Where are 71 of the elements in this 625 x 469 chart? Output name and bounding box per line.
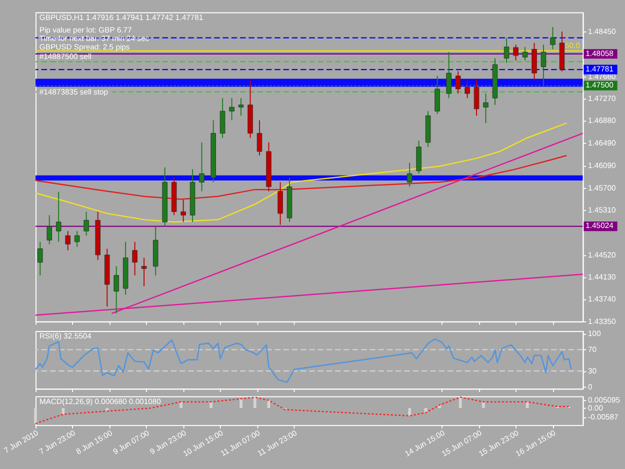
candlestick — [220, 98, 226, 138]
y-tick-label: 30 — [588, 366, 597, 376]
chart-title: MACD(12,26,9) 0.000680 0.001080 — [39, 396, 161, 406]
annotation: Pip value per lot: GBP 6.77 — [39, 25, 132, 34]
ref-line-label: 1.48058 — [586, 48, 614, 58]
bar — [240, 398, 242, 408]
line-series — [34, 396, 570, 424]
candlestick — [180, 199, 186, 222]
candlestick — [532, 42, 537, 81]
candlestick — [38, 241, 43, 276]
y-tick-label: 0.005095 — [588, 396, 620, 405]
candlestick — [56, 191, 62, 242]
candlestick — [114, 266, 119, 314]
candlestick — [474, 78, 480, 116]
annotation: 50.0 — [564, 40, 580, 50]
candlestick — [550, 26, 556, 50]
ref-line-label: 1.47500 — [586, 80, 614, 90]
candlestick — [522, 46, 528, 62]
candlestick — [256, 120, 262, 156]
bar — [34, 408, 37, 424]
annotation: GBPUSD Spread: 2.5 pips — [39, 42, 130, 52]
y-tick-label: 1.47270 — [588, 94, 616, 104]
bar — [408, 408, 412, 416]
y-tick-label: 70 — [588, 345, 597, 354]
candlestick — [84, 211, 89, 236]
bar — [253, 397, 256, 408]
y-tick-label: 1.46880 — [588, 116, 616, 126]
annotation: #14887500 sell — [39, 52, 92, 62]
candlestick — [199, 142, 204, 192]
bar — [458, 397, 462, 408]
candlestick — [238, 98, 244, 116]
y-tick-label: 1.46090 — [588, 161, 616, 170]
chart-title: RSI(6) 32.5504 — [39, 332, 92, 341]
candlestick — [416, 140, 422, 174]
y-tick-label: 1.44130 — [588, 272, 616, 282]
y-tick-label: 1.47660 — [588, 72, 616, 81]
bar — [180, 402, 182, 408]
candlestick — [406, 162, 412, 188]
line-series — [34, 122, 568, 223]
bar — [106, 408, 109, 412]
y-tick-label: 1.48450 — [588, 26, 616, 36]
y-tick-label: 100 — [588, 329, 601, 338]
candlestick — [464, 80, 470, 99]
candlestick — [65, 230, 70, 251]
ref-line-label: 1.47781 — [586, 64, 614, 74]
line-series — [34, 154, 568, 200]
chart-title: GBPUSD,H1 1.47916 1.47941 1.47742 1.47781 — [39, 12, 204, 22]
ref-line-label: 1.45024 — [586, 221, 614, 230]
candlestick — [141, 257, 147, 287]
bar — [526, 402, 529, 408]
band-label: #14873835 sell stop — [39, 87, 108, 96]
candlestick — [229, 98, 234, 121]
y-tick-label: 0.00 — [588, 403, 603, 412]
y-tick-label: -0.00587 — [588, 412, 618, 422]
y-tick-label: 1.43740 — [588, 294, 616, 304]
candlestick — [483, 93, 488, 124]
candlestick — [278, 182, 283, 226]
y-tick-label: 1.44520 — [588, 250, 616, 260]
candlestick — [504, 37, 510, 64]
bar — [482, 402, 485, 408]
y-tick-label: 1.45700 — [588, 183, 616, 192]
y-tick-label: 0 — [588, 382, 592, 392]
candlestick — [132, 241, 138, 276]
y-tick-label: 1.46490 — [588, 138, 616, 148]
y-tick-label: 1.43350 — [588, 316, 616, 326]
bar — [210, 402, 212, 408]
candlestick — [46, 214, 52, 245]
candlestick — [513, 44, 518, 62]
candlestick — [74, 230, 80, 248]
candlestick — [455, 70, 461, 94]
y-tick-label: 1.45310 — [588, 205, 616, 214]
